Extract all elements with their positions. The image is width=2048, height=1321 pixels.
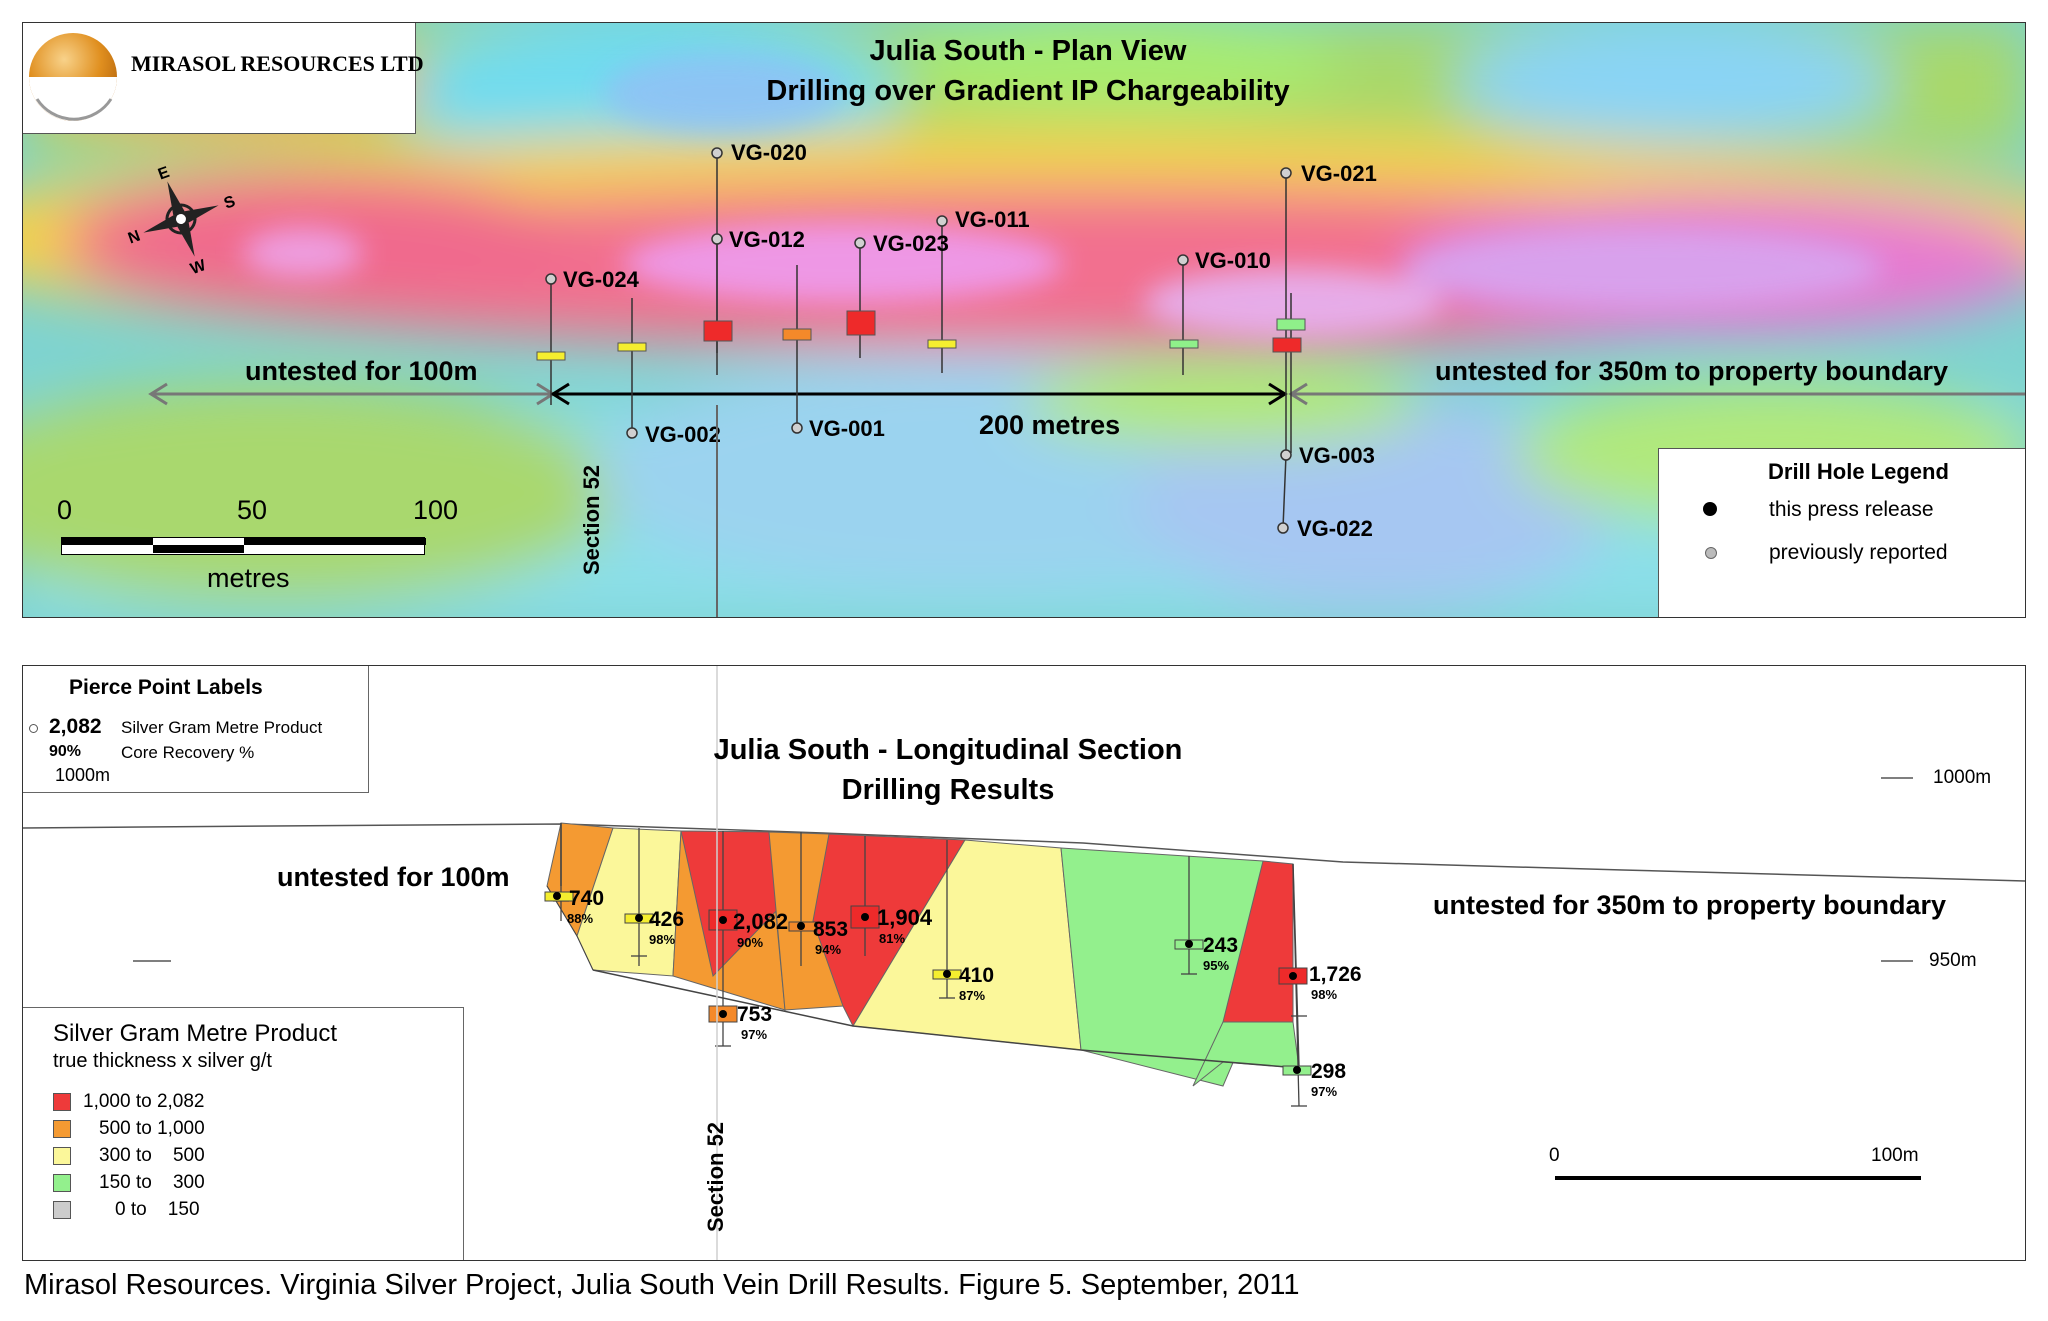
plan-scale-tick-100: 100 xyxy=(413,495,459,525)
plan-scale-tick-50: 50 xyxy=(237,495,268,525)
plan-section-line xyxy=(716,405,718,617)
plan-title: Julia South - Plan View Drilling over Gr… xyxy=(703,31,1353,111)
pierce-point-853: 853 94% xyxy=(813,918,849,957)
longitudinal-section: Pierce Point Labels 2,082 Silver Gram Me… xyxy=(22,665,2026,1261)
plan-scale-bar xyxy=(61,537,426,555)
plan-scale-tick-0: 0 xyxy=(57,495,73,525)
drill-traces-layer xyxy=(148,147,2025,534)
pierce-point-410: 410 87% xyxy=(959,964,995,1003)
pierce-sample-value: 2,082 xyxy=(49,715,102,738)
grade-legend-item-2: 500 to 1,000 xyxy=(53,1119,205,1138)
pierce-sample-value-desc: Silver Gram Metre Product xyxy=(121,718,323,737)
figure-caption: Mirasol Resources. Virginia Silver Proje… xyxy=(24,1269,1300,1301)
hole-label-vg-020: VG-020 xyxy=(731,140,807,165)
company-name: MIRASOL RESOURCES LTD xyxy=(131,51,424,76)
pierce-point-243: 243 95% xyxy=(1203,934,1239,973)
pierce-point-2082: 2,082 90% xyxy=(733,909,789,950)
previous-hole-symbol xyxy=(1705,547,1717,559)
elev-label-1000: 1000m xyxy=(1933,767,1992,788)
section-scale-tick-0: 0 xyxy=(1549,1145,1560,1166)
drill-hole-legend-previous: previously reported xyxy=(1769,541,1948,564)
pierce-point-740: 740 88% xyxy=(567,887,605,926)
hole-label-vg-022: VG-022 xyxy=(1297,516,1373,541)
company-logo-box: MIRASOL RESOURCES LTD xyxy=(23,23,424,134)
grade-legend-item-4: 150 to 300 xyxy=(53,1173,205,1192)
elev-label-950: 950m xyxy=(1929,950,1977,971)
drill-hole-legend: Drill Hole Legend this press release pre… xyxy=(1658,448,2025,617)
grade-swatch-4 xyxy=(53,1173,71,1192)
company-logo-icon xyxy=(29,33,117,121)
pierce-point-426: 426 98% xyxy=(649,908,685,947)
pierce-sample-pct-desc: Core Recovery % xyxy=(121,743,255,762)
distance-label: 200 metres xyxy=(979,410,1121,440)
section-section-label: Section 52 xyxy=(703,1121,728,1232)
pierce-point-legend: Pierce Point Labels 2,082 Silver Gram Me… xyxy=(23,666,369,793)
plan-untested-right: untested for 350m to property boundary xyxy=(1435,356,1949,386)
pierce-point-753: 753 97% xyxy=(737,1003,773,1042)
section-title-line1: Julia South - Longitudinal Section xyxy=(713,734,1183,766)
pierce-sample-symbol xyxy=(29,724,38,733)
pierce-point-legend-title: Pierce Point Labels xyxy=(69,676,263,699)
hole-label-vg-012: VG-012 xyxy=(729,227,805,252)
current-hole-symbol xyxy=(1703,502,1717,516)
grade-swatch-2 xyxy=(53,1119,71,1138)
compass-n: N xyxy=(126,228,143,248)
hole-label-vg-024: VG-024 xyxy=(563,267,639,292)
pierce-point-298: 298 97% xyxy=(1311,1060,1347,1099)
pierce-point-1904: 1,904 81% xyxy=(877,905,933,946)
grade-legend-item-3: 300 to 500 xyxy=(53,1146,205,1165)
section-scale-tick-100: 100m xyxy=(1871,1145,1919,1166)
grade-legend-item-5: 0 to 150 xyxy=(53,1200,200,1219)
hole-label-vg-003: VG-003 xyxy=(1299,443,1375,468)
section-untested-right: untested for 350m to property boundary xyxy=(1433,890,1947,920)
hole-label-vg-001: VG-001 xyxy=(809,416,885,441)
compass-rose-icon: E N S W xyxy=(126,164,238,278)
hole-label-vg-021: VG-021 xyxy=(1301,161,1377,186)
pierce-legend-elev: 1000m xyxy=(55,765,111,785)
plan-section-label: Section 52 xyxy=(579,464,604,575)
section-untested-left: untested for 100m xyxy=(277,862,510,892)
plan-title-line2: Drilling over Gradient IP Chargeability xyxy=(766,75,1290,108)
plan-scale-unit: metres xyxy=(207,563,290,593)
hole-label-vg-010: VG-010 xyxy=(1195,248,1271,273)
drill-hole-legend-title: Drill Hole Legend xyxy=(1768,459,1949,484)
pierce-sample-pct: 90% xyxy=(49,743,82,760)
section-title-line2: Drilling Results xyxy=(841,774,1055,807)
plan-view-map: MIRASOL RESOURCES LTD Julia South - Plan… xyxy=(22,22,2026,618)
grade-legend-title: Silver Gram Metre Product xyxy=(53,1020,338,1047)
grade-legend: Silver Gram Metre Product true thickness… xyxy=(23,1007,464,1260)
section-title: Julia South - Longitudinal Section Drill… xyxy=(673,730,1223,810)
grade-swatch-1 xyxy=(53,1092,71,1111)
section-drawing xyxy=(23,666,2025,1260)
plan-title-line1: Julia South - Plan View xyxy=(869,35,1187,67)
hole-label-vg-002: VG-002 xyxy=(645,422,721,447)
grade-legend-item-1: 1,000 to 2,082 xyxy=(53,1092,205,1111)
drill-hole-legend-current: this press release xyxy=(1769,498,1934,521)
grade-swatch-3 xyxy=(53,1146,71,1165)
grade-swatch-5 xyxy=(53,1200,71,1219)
hole-label-vg-011: VG-011 xyxy=(955,207,1030,232)
pierce-point-1726: 1,726 98% xyxy=(1309,963,1362,1002)
plan-untested-left: untested for 100m xyxy=(245,356,478,386)
grade-legend-subtitle: true thickness x silver g/t xyxy=(53,1050,272,1072)
hole-label-vg-023: VG-023 xyxy=(873,231,949,256)
compass-w: W xyxy=(188,257,209,278)
